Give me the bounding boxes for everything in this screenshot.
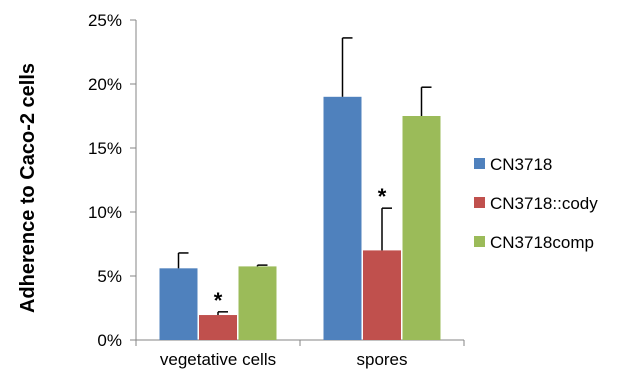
legend-swatch <box>474 158 485 169</box>
y-tick-label: 0% <box>97 331 122 350</box>
y-tick-label: 10% <box>88 203 122 222</box>
category-label: vegetative cells <box>160 350 276 369</box>
bars <box>159 96 441 340</box>
bar-cn3718 <box>323 96 362 340</box>
category-label: spores <box>356 350 407 369</box>
y-tick-label: 20% <box>88 75 122 94</box>
y-tick-label: 25% <box>88 11 122 30</box>
significance-marker: * <box>214 288 223 313</box>
legend-label: CN3718::cody <box>490 194 598 213</box>
bar-cn3718-cody <box>199 315 237 340</box>
legend-swatch <box>474 197 485 208</box>
y-tick-label: 15% <box>88 139 122 158</box>
significance-marker: * <box>378 184 387 209</box>
y-axis-title: Adherence to Caco-2 cells <box>17 63 39 313</box>
bar-cn3718comp <box>402 116 441 340</box>
bar-cn3718-cody <box>363 250 401 340</box>
bar-cn3718comp <box>238 266 277 340</box>
y-tick-label: 5% <box>97 267 122 286</box>
annotations: ** <box>214 184 387 313</box>
bar-cn3718 <box>159 268 198 340</box>
category-labels: vegetative cells spores <box>160 350 408 369</box>
legend-label: CN3718 <box>490 155 552 174</box>
legend-swatch <box>474 236 485 247</box>
error-bars <box>177 37 432 316</box>
y-ticks: 0% 5% 10% 15% 20% 25% <box>88 11 136 350</box>
legend-label: CN3718comp <box>490 233 594 252</box>
